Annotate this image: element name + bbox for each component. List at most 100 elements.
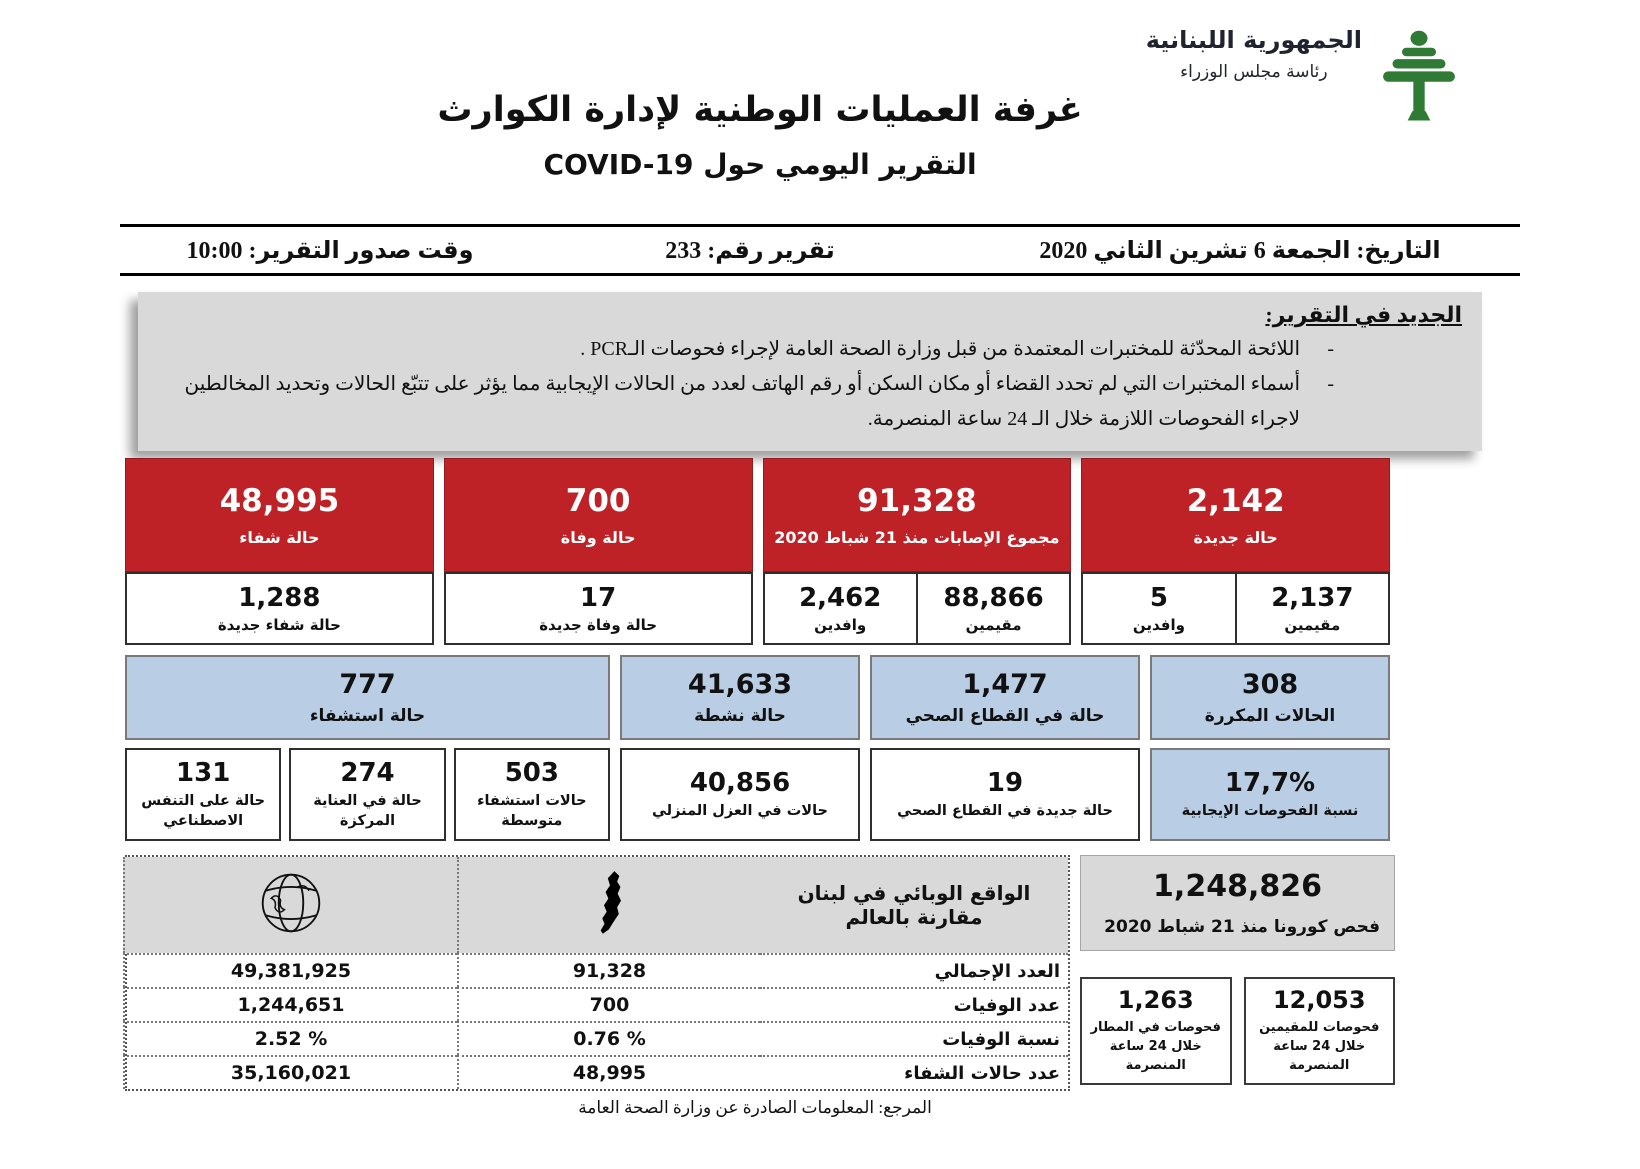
stat-box-positivity-rate: 17,7% نسبة الفحوصات الإيجابية — [1150, 748, 1390, 841]
table-cell-lebanon: 0.76 % — [457, 1021, 760, 1055]
stat-value: 40,856 — [689, 767, 791, 798]
stat-label: حالة على التنفس الاصطناعي — [141, 792, 266, 829]
tests-box-airport: 1,263 فحوصات في المطار خلال 24 ساعة المن… — [1080, 977, 1232, 1085]
stat-value: 2,137 — [1271, 583, 1354, 613]
tests-panel: 1,248,826 فحص كورونا منذ 21 شباط 2020 12… — [1080, 855, 1395, 1091]
title-block: غرفة العمليات الوطنية لإدارة الكوارث الت… — [120, 90, 1400, 181]
table-cell-world: 1,244,651 — [123, 987, 457, 1021]
breakdown-cell-residents: 2,137 مقيمين — [1237, 574, 1388, 643]
page-subtitle: التقرير اليومي حول COVID-19 — [543, 148, 977, 181]
stat-value: 308 — [1241, 669, 1299, 700]
breakdown-cell-new-recoveries: 1,288 حالة شفاء جديدة — [127, 574, 432, 643]
stat-value: 274 — [340, 757, 395, 788]
detail-stats-row: 17,7% نسبة الفحوصات الإيجابية 19 حالة جد… — [125, 748, 1390, 841]
whats-new-heading: الجديد في التقرير: — [1265, 302, 1462, 327]
breakdown-cell-new-deaths: 17 حالة وفاة جديدة — [446, 574, 751, 643]
stat-value: 700 — [565, 483, 631, 519]
stat-label: حالات استشفاء متوسطة — [477, 792, 587, 829]
world-header-cell — [123, 857, 457, 953]
table-row-label: عدد الوفيات — [760, 987, 1068, 1021]
logo-republic-name: الجمهورية اللبنانية — [1145, 26, 1362, 54]
stat-value: 41,633 — [687, 669, 793, 700]
stat-label: حالة نشطة — [694, 706, 786, 726]
stat-value: 19 — [986, 767, 1024, 798]
stat-box-new-health-sector: 19 حالة جديدة في القطاع الصحي — [870, 748, 1140, 841]
stat-label: حالة جديدة في القطاع الصحي — [897, 802, 1113, 819]
stat-box-icu: 274 حالة في العناية المركزة — [289, 748, 446, 841]
page-title: غرفة العمليات الوطنية لإدارة الكوارث — [437, 90, 1083, 130]
stat-label: وافدين — [1132, 616, 1185, 634]
table-cell-world: 49,381,925 — [123, 953, 457, 987]
stat-value: 17,7% — [1224, 767, 1316, 798]
stat-box-ventilator: 131 حالة على التنفس الاصطناعي — [125, 748, 282, 841]
statistics-section: 2,142 حالة جديدة 2,137 مقيمين 5 وافدين — [125, 458, 1390, 841]
stat-label: نسبة الفحوصات الإيجابية — [1181, 802, 1359, 819]
whats-new-list: اللائحة المحدّثة للمختبرات المعتمدة من ق… — [158, 332, 1462, 437]
stat-label: مجموع الإصابات منذ 21 شباط 2020 — [774, 528, 1060, 547]
secondary-stats-row: 308 الحالات المكررة 1,477 حالة في القطاع… — [125, 655, 1390, 740]
whats-new-item: أسماء المختبرات التي لم تحدد القضاء أو م… — [158, 367, 1342, 437]
stat-label: حالة جديدة — [1193, 528, 1278, 547]
report-number: تقرير رقم: 233 — [665, 237, 835, 264]
stat-value: 91,328 — [857, 483, 977, 519]
lebanon-header-cell — [457, 857, 760, 953]
stat-label: فحوصات في المطار خلال 24 ساعة المنصرمة — [1090, 1020, 1221, 1073]
card-breakdown: 88,866 مقيمين 2,462 وافدين — [762, 572, 1072, 645]
stat-card-recoveries: 48,995 حالة شفاء 1,288 حالة شفاء جديدة — [125, 458, 434, 645]
breakdown-cell-residents: 88,866 مقيمين — [918, 574, 1069, 643]
tests-total-label: فحص كورونا منذ 21 شباط 2020 — [1104, 917, 1380, 937]
card-header: 48,995 حالة شفاء — [125, 458, 434, 572]
table-row-label: عدد حالات الشفاء — [760, 1055, 1068, 1089]
stat-label: مقيمين — [965, 616, 1022, 634]
stat-label: الحالات المكررة — [1204, 706, 1336, 726]
breakdown-cell-arrivals: 2,462 وافدين — [765, 574, 918, 643]
stat-value: 5 — [1149, 583, 1168, 613]
globe-icon — [258, 870, 324, 940]
stat-value: 1,288 — [238, 583, 321, 613]
footer-source: المرجع: المعلومات الصادرة عن وزارة الصحة… — [578, 1098, 932, 1117]
card-header: 700 حالة وفاة — [443, 458, 753, 572]
stat-label: حالة شفاء جديدة — [217, 616, 341, 634]
stat-box-health-sector-cases: 1,477 حالة في القطاع الصحي — [870, 655, 1140, 740]
stat-value: 1,477 — [962, 669, 1048, 700]
table-row-label: نسبة الوفيات — [760, 1021, 1068, 1055]
stat-box-moderate-hospitalization: 503 حالات استشفاء متوسطة — [453, 748, 610, 841]
breakdown-cell-arrivals: 5 وافدين — [1083, 574, 1237, 643]
card-breakdown: 2,137 مقيمين 5 وافدين — [1081, 572, 1390, 645]
stat-value: 2,142 — [1186, 483, 1285, 519]
table-cell-lebanon: 48,995 — [457, 1055, 760, 1089]
tests-breakdown-row: 12,053 فحوصات للمقيمين خلال 24 ساعة المن… — [1080, 977, 1395, 1085]
tests-total-value: 1,248,826 — [1153, 869, 1322, 904]
stat-label: مقيمين — [1284, 616, 1341, 634]
stat-label: حالات في العزل المنزلي — [652, 802, 828, 819]
stat-label: حالة وفاة جديدة — [539, 616, 658, 634]
table-row-label: العدد الإجمالي — [760, 953, 1068, 987]
stat-label: حالة شفاء — [239, 528, 320, 547]
table-cell-lebanon: 700 — [457, 987, 760, 1021]
stat-box-home-isolation: 40,856 حالات في العزل المنزلي — [620, 748, 860, 841]
table-cell-lebanon: 91,328 — [457, 953, 760, 987]
stat-card-new-cases: 2,142 حالة جديدة 2,137 مقيمين 5 وافدين — [1081, 458, 1390, 645]
card-header: 91,328 مجموع الإصابات منذ 21 شباط 2020 — [762, 458, 1072, 572]
stat-value: 2,462 — [799, 583, 882, 613]
table-cell-world: 35,160,021 — [123, 1055, 457, 1089]
stat-label: وافدين — [814, 616, 867, 634]
tests-box-residents: 12,053 فحوصات للمقيمين خلال 24 ساعة المن… — [1243, 977, 1395, 1085]
stat-value: 503 — [504, 757, 559, 788]
stat-box-active-cases: 41,633 حالة نشطة — [620, 655, 860, 740]
tests-total-box: 1,248,826 فحص كورونا منذ 21 شباط 2020 — [1080, 855, 1395, 951]
stat-label: حالة في العناية المركزة — [313, 792, 422, 829]
whats-new-item: اللائحة المحدّثة للمختبرات المعتمدة من ق… — [158, 332, 1342, 367]
headline-cards-row: 2,142 حالة جديدة 2,137 مقيمين 5 وافدين — [125, 458, 1390, 645]
report-date: التاريخ: الجمعة 6 تشرين الثاني 2020 — [1039, 237, 1441, 264]
cedar-tree-icon — [1376, 26, 1462, 130]
meta-bar: التاريخ: الجمعة 6 تشرين الثاني 2020 تقري… — [120, 224, 1520, 276]
table-title-cell: الواقع الوبائي في لبنان مقارنة بالعالم — [760, 857, 1068, 953]
world-comparison-table: الواقع الوبائي في لبنان مقارنة بالعالم — [123, 855, 1070, 1091]
stat-value: 131 — [176, 757, 231, 788]
stat-value: 12,053 — [1272, 986, 1366, 1015]
stat-value: 88,866 — [943, 583, 1044, 613]
card-breakdown: 1,288 حالة شفاء جديدة — [125, 572, 434, 645]
card-header: 2,142 حالة جديدة — [1081, 458, 1390, 572]
